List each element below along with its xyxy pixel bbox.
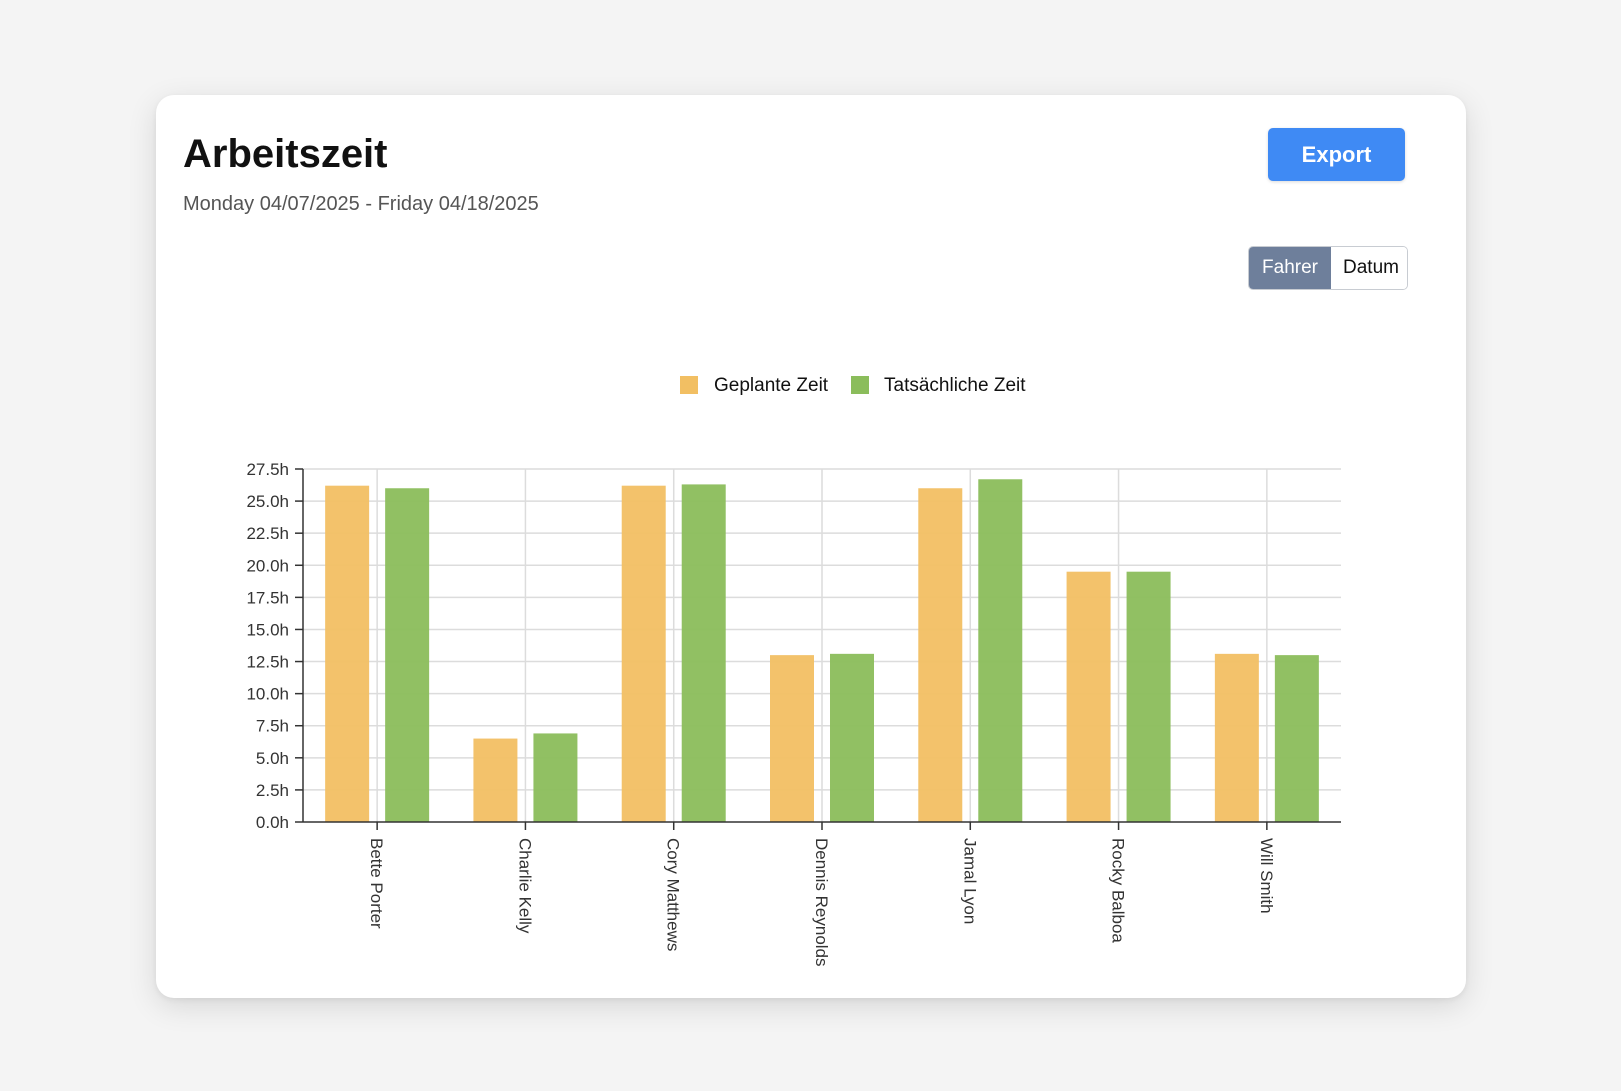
bar-planned — [770, 655, 814, 822]
y-tick-label: 12.5h — [246, 653, 289, 672]
y-tick-label: 20.0h — [246, 556, 289, 575]
bar-planned — [473, 738, 518, 822]
legend-label-actual: Tatsächliche Zeit — [884, 375, 1026, 396]
export-button[interactable]: Export — [1268, 128, 1405, 181]
bar-actual — [681, 484, 726, 822]
y-tick-label: 17.5h — [246, 588, 289, 607]
chart-axes: 0.0h 2.5h 5.0h 7.5h 10.0h 12.5h 15.0h 17.5h 20.0… — [246, 460, 1341, 967]
x-tick-label: Rocky Balboa — [1109, 838, 1128, 943]
x-tick-label: Cory Matthews — [664, 838, 683, 951]
legend-swatch-planned — [680, 376, 698, 394]
chart-grid — [303, 468, 1341, 822]
y-tick-label: 27.5h — [246, 460, 289, 479]
bar-actual — [1274, 655, 1319, 822]
bar-chart: Geplante Zeit Tatsächliche Zeit 0.0h 2.5h 5… — [246, 375, 1341, 967]
y-tick-label: 0.0h — [256, 813, 289, 832]
legend-label-planned: Geplante Zeit — [714, 375, 829, 396]
page-title: Arbeitszeit — [183, 132, 388, 176]
bar-planned — [1066, 571, 1111, 822]
y-tick-label: 25.0h — [246, 492, 289, 511]
report-card: Arbeitszeit Monday 04/07/2025 - Friday 0… — [156, 95, 1466, 998]
x-tick-label: Will Smith — [1257, 838, 1276, 914]
date-range: Monday 04/07/2025 - Friday 04/18/2025 — [183, 193, 539, 215]
bar-actual — [1126, 571, 1171, 822]
y-tick-label: 2.5h — [256, 781, 289, 800]
bar-actual — [385, 488, 430, 822]
x-tick-label: Bette Porter — [367, 838, 386, 929]
bar-actual — [830, 653, 874, 822]
toggle-datum[interactable]: Datum — [1331, 247, 1407, 289]
x-tick-label: Charlie Kelly — [515, 838, 534, 934]
chart-bars — [325, 479, 1319, 822]
y-tick-label: 22.5h — [246, 524, 289, 543]
bar-actual — [533, 733, 578, 822]
y-tick-label: 7.5h — [256, 717, 289, 736]
y-tick-label: 10.0h — [246, 685, 289, 704]
legend-swatch-actual — [851, 376, 869, 394]
bar-planned — [621, 485, 666, 822]
chart-legend: Geplante Zeit Tatsächliche Zeit — [680, 375, 1026, 396]
y-tick-label: 15.0h — [246, 620, 289, 639]
x-tick-label: Jamal Lyon — [960, 838, 979, 924]
bar-planned — [918, 488, 963, 822]
bar-planned — [325, 485, 370, 822]
bar-planned — [1214, 653, 1259, 822]
bar-actual — [978, 479, 1023, 822]
x-tick-label: Dennis Reynolds — [812, 838, 831, 967]
toggle-fahrer[interactable]: Fahrer — [1249, 247, 1331, 289]
y-tick-label: 5.0h — [256, 749, 289, 768]
view-toggle: Fahrer Datum — [1248, 246, 1408, 290]
